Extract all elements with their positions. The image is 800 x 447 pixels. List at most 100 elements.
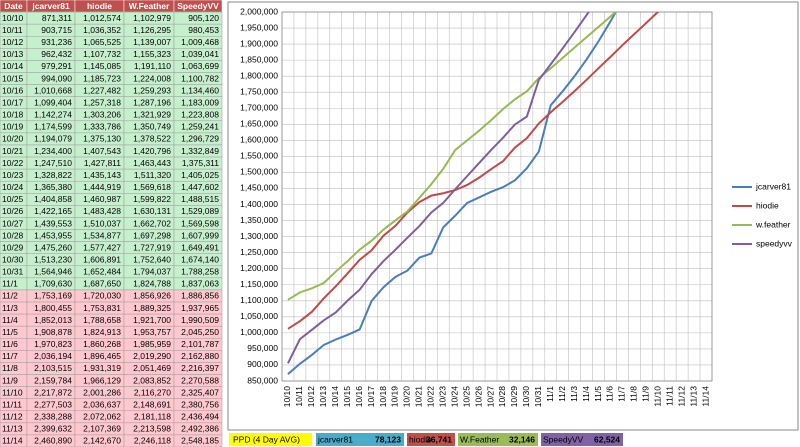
x-tick-label: 10/31 [533, 386, 543, 408]
cell-text: 10/29 [2, 242, 24, 252]
cell-text: 1,107,732 [83, 49, 121, 59]
cell-text: 1,227,482 [83, 85, 121, 95]
cell-text: 1,036,352 [83, 25, 121, 35]
cell-text: 11/11 [2, 399, 22, 409]
cell-text: 1,333,786 [83, 122, 121, 132]
cell-text: 11/3 [2, 303, 18, 313]
footer-item-value: 32,146 [509, 434, 535, 444]
cell-text: 11/4 [2, 315, 18, 325]
y-tick-label: 1,700,000 [240, 103, 278, 113]
cell-text: 1,513,230 [34, 254, 72, 264]
cell-text: 10/12 [2, 37, 24, 47]
cell-text: 1,155,323 [133, 49, 171, 59]
y-tick-label: 1,400,000 [240, 199, 278, 209]
x-tick-label: 10/20 [402, 386, 412, 408]
cell-text: 1,483,428 [83, 206, 121, 216]
y-tick-label: 850,000 [247, 375, 278, 385]
cell-text: 1,652,484 [83, 267, 121, 277]
cell-text: 2,142,670 [83, 436, 121, 446]
cell-text: 2,116,270 [134, 387, 171, 397]
x-tick-label: 10/10 [282, 386, 292, 408]
footer-item-bg [407, 433, 455, 446]
cell-text: 2,338,288 [34, 412, 72, 422]
cell-text: 1,752,640 [133, 254, 171, 264]
cell-text: 1,564,946 [34, 267, 72, 277]
x-tick-label: 10/22 [426, 386, 436, 408]
cell-text: 1,375,130 [83, 134, 121, 144]
cell-text: 1,889,325 [133, 303, 171, 313]
cell-text: 11/8 [2, 363, 18, 373]
y-tick-label: 1,600,000 [240, 135, 278, 145]
cell-text: 1,321,929 [133, 110, 171, 120]
footer-item-value: 36,741 [426, 434, 452, 444]
cell-text: 1,100,782 [181, 73, 219, 83]
cell-text: 2,217,872 [34, 387, 72, 397]
cell-text: 10/23 [2, 170, 24, 180]
x-tick-label: 10/24 [449, 386, 459, 408]
y-tick-label: 1,950,000 [240, 22, 278, 32]
y-tick-label: 950,000 [247, 343, 278, 353]
x-tick-label: 10/29 [509, 386, 519, 408]
footer-label-bg [229, 433, 312, 446]
series-line [287, 12, 617, 375]
cell-text: 2,380,756 [181, 399, 219, 409]
cell-text: 1,709,630 [34, 279, 72, 289]
cell-text: 1,599,822 [133, 194, 171, 204]
cell-text: 2,162,880 [181, 351, 219, 361]
x-tick-label: 10/18 [378, 386, 388, 408]
cell-text: 1,435,143 [83, 170, 121, 180]
y-tick-label: 2,000,000 [240, 6, 278, 16]
x-tick-label: 11/10 [653, 386, 663, 407]
x-tick-label: 10/12 [306, 386, 316, 408]
cell-text: 10/24 [2, 182, 24, 192]
y-tick-label: 1,300,000 [240, 231, 278, 241]
cell-text: 10/18 [2, 110, 24, 120]
cell-text: 1,328,822 [34, 170, 72, 180]
cell-text: 1,257,318 [83, 97, 121, 107]
cell-text: 10/30 [2, 254, 24, 264]
cell-text: 2,159,784 [34, 375, 72, 385]
footer-item-bg [316, 433, 404, 446]
cell-text: 871,311 [42, 13, 72, 23]
header-text: Date [4, 1, 23, 11]
cell-text: 11/7 [2, 351, 18, 361]
cell-text: 1,332,849 [181, 146, 219, 156]
cell-text: 10/14 [2, 61, 24, 71]
cell-text: 2,436,494 [181, 412, 219, 422]
cell-text: 1,687,650 [83, 279, 121, 289]
cell-text: 994,090 [41, 73, 72, 83]
cell-text: 979,291 [41, 61, 72, 71]
cell-text: 2,019,290 [133, 351, 171, 361]
cell-text: 962,432 [41, 49, 72, 59]
cell-text: 1,674,140 [181, 254, 219, 264]
cell-text: 1,012,574 [83, 13, 121, 23]
cell-text: 11/10 [2, 387, 23, 397]
cell-text: 2,045,250 [181, 327, 219, 337]
footer-item-value: 62,524 [594, 434, 620, 444]
cell-text: 10/16 [2, 85, 24, 95]
footer-item-name: W.Feather [460, 434, 499, 444]
y-tick-label: 1,050,000 [240, 311, 278, 321]
cell-text: 1,529,089 [181, 206, 219, 216]
x-tick-label: 10/16 [354, 386, 364, 408]
footer-label: PPD (4 Day AVG) [233, 434, 300, 444]
cell-text: 1,753,169 [34, 291, 72, 301]
cell-text: 931,236 [41, 37, 72, 47]
cell-text: 1,224,008 [133, 73, 171, 83]
x-tick-label: 10/15 [342, 386, 352, 408]
cell-text: 1,439,553 [34, 218, 72, 228]
cell-text: 1,569,598 [181, 218, 219, 228]
cell-text: 1,463,443 [133, 158, 171, 168]
cell-text: 10/19 [2, 122, 24, 132]
cell-text: 1,099,404 [34, 97, 72, 107]
header-text: W.Feather [129, 1, 170, 11]
x-tick-label: 11/1 [545, 386, 555, 402]
footer-item-name: SpeedyVV [543, 434, 583, 444]
cell-text: 1,194,079 [34, 134, 72, 144]
cell-text: 1,234,400 [34, 146, 72, 156]
cell-text: 1,852,013 [34, 315, 72, 325]
x-tick-label: 11/5 [593, 386, 603, 402]
cell-text: 10/13 [2, 49, 24, 59]
cell-text: 1,145,085 [83, 61, 121, 71]
